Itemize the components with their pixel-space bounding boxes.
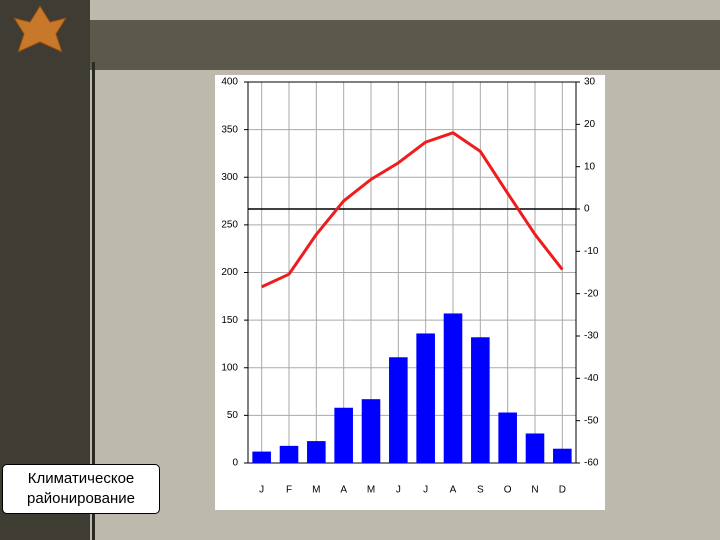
y2-tick-label: -10 [584,246,599,257]
y2-tick-label: 20 [584,119,596,130]
y-tick-label: 0 [232,458,238,469]
y2-tick-label: -20 [584,288,599,299]
y-tick-label: 350 [221,124,238,135]
side-line [92,62,95,540]
bar [334,407,353,463]
y-tick-label: 100 [221,362,238,373]
y2-tick-label: -30 [584,331,599,342]
x-tick-label: O [504,485,512,496]
side-strip [0,0,90,540]
y-tick-label: 400 [221,77,238,88]
title-banner [90,20,720,70]
bar [307,441,326,463]
y2-tick-label: -50 [584,415,599,426]
bar [471,337,490,463]
temperature-line [261,131,564,289]
x-tick-label: M [312,485,320,496]
bar [389,357,408,463]
chart-panel [215,75,605,510]
plot-frame [247,81,577,464]
leaf-icon [12,5,68,53]
x-tick-label: A [340,485,347,496]
slide-label: Климатическое районирование [2,464,160,514]
y2-tick-label: 0 [584,204,590,215]
bar [416,333,435,463]
y2-tick-label: -40 [584,373,599,384]
bar [498,412,517,463]
bar [525,433,545,463]
y-tick-label: 150 [221,315,238,326]
bar [279,445,299,463]
x-tick-label: J [259,485,264,496]
bar [553,448,572,463]
y-tick-label: 250 [221,220,238,231]
y-tick-label: 200 [221,267,238,278]
x-tick-label: S [477,485,484,496]
bar [443,313,463,463]
bar [252,451,271,463]
x-tick-label: F [286,485,292,496]
bar [361,399,381,463]
x-tick-label: N [531,485,538,496]
y-tick-label: 300 [221,172,238,183]
x-tick-label: D [559,485,566,496]
x-tick-label: J [423,485,428,496]
x-tick-label: J [396,485,401,496]
x-tick-label: M [367,485,375,496]
y-tick-label: 50 [227,410,239,421]
y2-tick-label: -60 [584,458,599,469]
y2-tick-label: 10 [584,161,596,172]
y2-tick-label: 30 [584,77,596,88]
x-tick-label: A [450,485,457,496]
